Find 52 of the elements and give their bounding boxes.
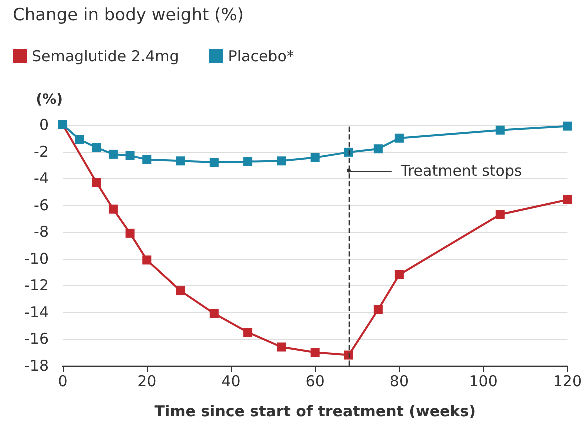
point	[176, 286, 186, 296]
point	[496, 126, 505, 135]
x-tick-label: 100	[469, 372, 498, 390]
point	[108, 204, 118, 214]
chart-title: Change in body weight (%)	[13, 6, 244, 26]
point	[244, 328, 253, 338]
legend-label: Placebo*	[228, 48, 295, 66]
point	[277, 156, 286, 166]
y-tick-label: -16	[24, 330, 49, 348]
x-axis-title: Time since start of treatment (weeks)	[154, 402, 476, 420]
point	[563, 122, 572, 131]
y-tick-label: -14	[24, 303, 49, 322]
x-tick-label: 60	[306, 372, 325, 390]
point	[126, 228, 135, 238]
point	[210, 309, 219, 318]
y-tick-label: -12	[24, 276, 49, 295]
point	[374, 144, 383, 154]
point	[496, 210, 505, 220]
point	[210, 158, 219, 167]
y-tick-label: -6	[34, 196, 49, 214]
point	[394, 270, 404, 280]
y-tick-label: 0	[39, 116, 49, 134]
point	[92, 178, 102, 188]
point	[142, 155, 152, 164]
x-tick-label: 40	[222, 372, 241, 390]
x-tick-label: 120	[553, 372, 582, 390]
y-tick-label: -2	[34, 142, 49, 161]
point	[310, 153, 320, 162]
y-tick-label: -10	[24, 250, 49, 268]
point	[344, 350, 354, 360]
x-tick-label: 20	[138, 372, 157, 390]
y-tick-label: -4	[34, 170, 49, 188]
y-axis-title: (%)	[36, 92, 63, 108]
point	[108, 150, 118, 159]
point	[310, 348, 320, 358]
point	[142, 256, 152, 265]
point	[394, 134, 404, 143]
point	[374, 305, 383, 314]
x-tick-label: 80	[390, 372, 410, 390]
point	[92, 143, 102, 152]
y-tick-label: -18	[24, 357, 49, 375]
point	[344, 148, 354, 157]
point	[277, 342, 286, 352]
point	[563, 195, 572, 204]
legend-label: Semaglutide 2.4mg	[32, 48, 180, 66]
point	[176, 156, 186, 166]
point	[126, 151, 135, 160]
ref-line-label: Treatment stops	[400, 162, 522, 180]
x-tick-label: 0	[58, 372, 68, 390]
point	[244, 157, 253, 166]
y-tick-label: -8	[34, 223, 49, 242]
point	[75, 135, 84, 144]
